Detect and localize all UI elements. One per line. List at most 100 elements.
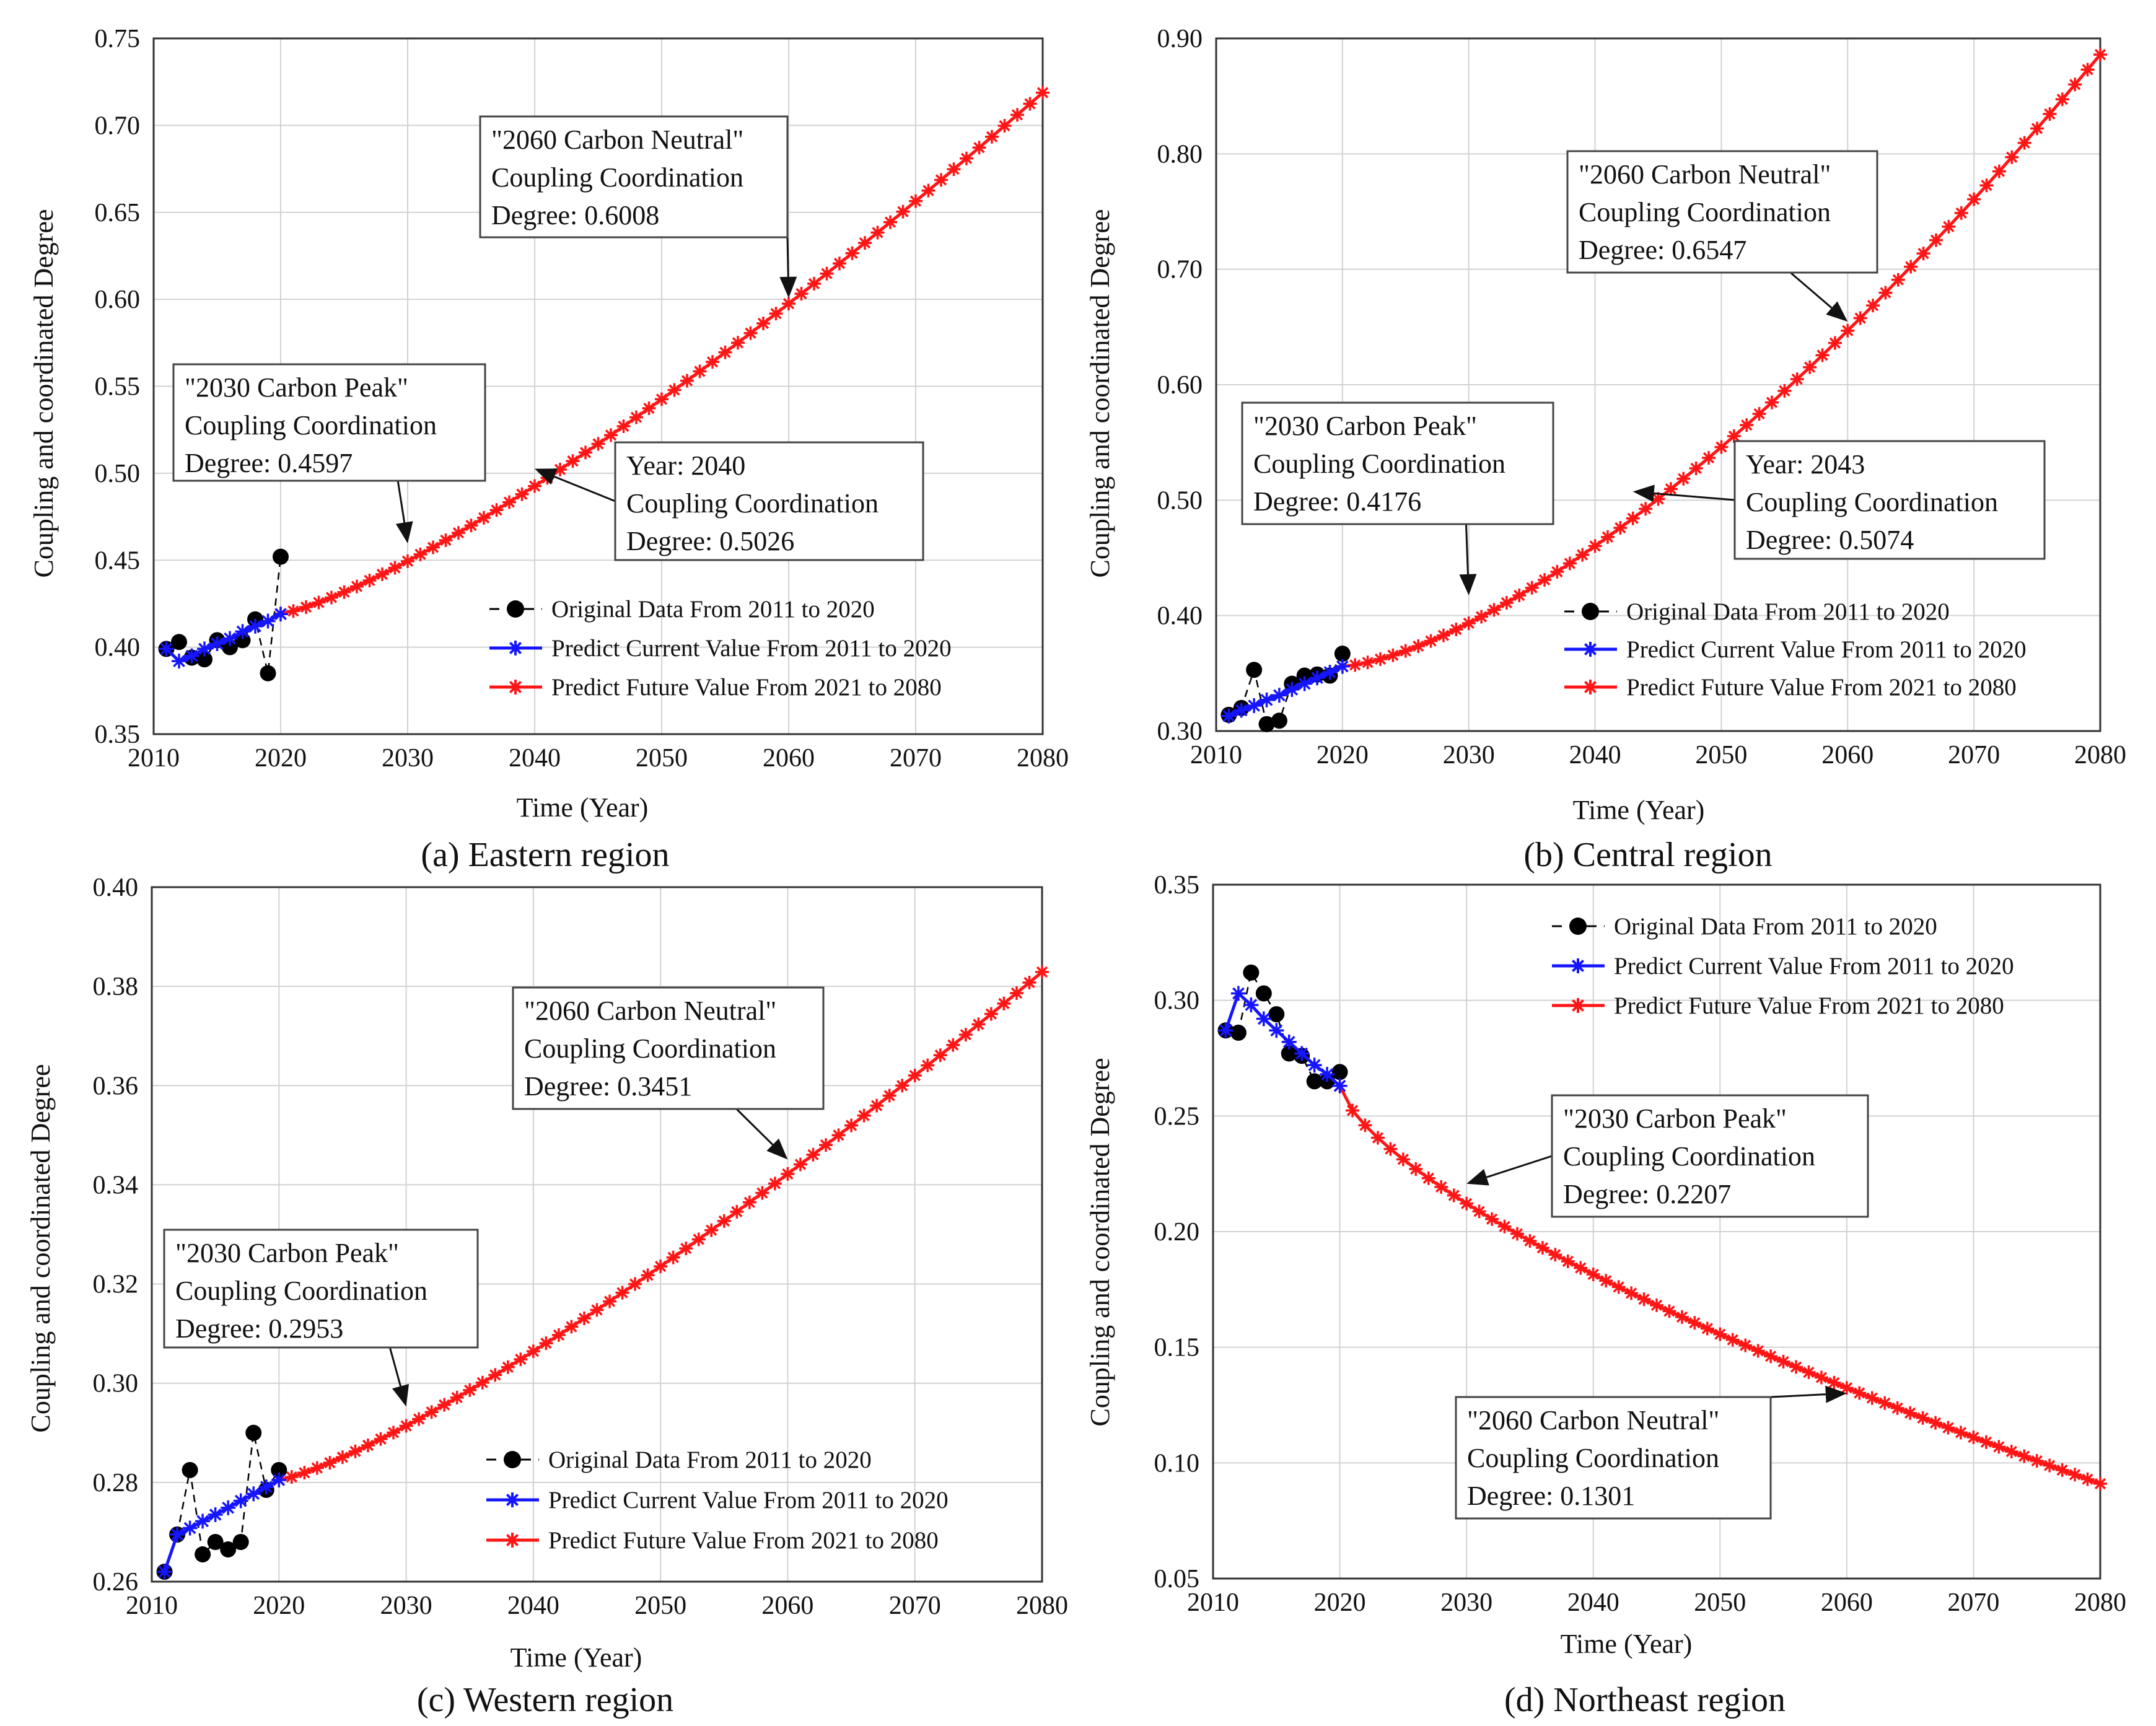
legend-marker xyxy=(505,1533,520,1548)
future-point xyxy=(2093,48,2107,62)
future-point xyxy=(997,119,1012,133)
annotation: "2060 Carbon Neutral" Coupling Coordinati… xyxy=(512,986,825,1160)
x-tick-label: 2070 xyxy=(889,1592,941,1620)
y-tick-label: 0.40 xyxy=(93,874,139,902)
future-point xyxy=(1510,1227,1524,1241)
original-point xyxy=(271,1461,287,1478)
annotation-box xyxy=(163,1229,479,1349)
annotation-text: Degree: 0.4597 xyxy=(185,448,353,478)
original-point xyxy=(1258,716,1275,732)
future-point xyxy=(1487,603,1501,617)
annotation-arrow xyxy=(1465,523,1469,574)
future-point xyxy=(807,276,821,291)
annotation-text: Coupling Coordination xyxy=(626,488,879,519)
current-point xyxy=(1307,1058,1322,1073)
future-point xyxy=(604,428,618,442)
legend: Original Data From 2011 to 2020 Predict C… xyxy=(1564,598,2027,701)
annotation-box xyxy=(512,986,825,1110)
future-point xyxy=(1023,97,1037,111)
annotation-text: Degree: 0.2207 xyxy=(1563,1179,1731,1209)
current-point xyxy=(271,1472,287,1487)
original-point xyxy=(1243,964,1260,981)
future-point xyxy=(679,1242,693,1256)
future-point xyxy=(1979,1435,1993,1449)
y-axis-label: Coupling and coordinated Degree xyxy=(25,1064,56,1432)
future-point xyxy=(1789,1360,1803,1374)
current-point xyxy=(1284,681,1300,697)
future-point xyxy=(755,1186,769,1200)
future-point xyxy=(768,1176,782,1191)
x-tick-label: 2060 xyxy=(1821,1588,1873,1617)
current-point xyxy=(159,641,174,657)
original-point xyxy=(1281,1045,1297,1062)
future-point xyxy=(1713,1327,1727,1341)
future-point xyxy=(1561,1254,1575,1268)
future-point xyxy=(284,1470,299,1484)
future-point xyxy=(1361,655,1375,670)
future-point xyxy=(439,533,453,547)
future-point xyxy=(1409,1162,1423,1176)
y-tick-label: 0.35 xyxy=(95,721,141,749)
y-tick-label: 0.26 xyxy=(93,1568,139,1597)
future-point xyxy=(1358,1118,1372,1132)
future-point xyxy=(1472,1204,1486,1219)
legend-label: Predict Current Value From 2011 to 2020 xyxy=(548,1487,949,1514)
future-point xyxy=(883,215,897,229)
y-tick-label: 0.50 xyxy=(95,460,141,488)
annotation: Year: 2043 Coupling Coordination Degree: 0… xyxy=(1632,440,2046,560)
current-point xyxy=(1243,997,1259,1013)
future-point xyxy=(1992,1440,2006,1454)
future-point xyxy=(1575,548,1590,562)
future-point xyxy=(1436,628,1450,642)
future-point xyxy=(350,579,364,594)
current-point xyxy=(246,1486,261,1502)
future-point xyxy=(820,266,834,281)
annotation-box xyxy=(479,115,789,239)
y-tick-label: 0.50 xyxy=(1157,486,1203,515)
y-tick-label: 0.25 xyxy=(1154,1102,1200,1131)
future-point xyxy=(870,226,885,240)
annotation-arrow xyxy=(1770,1393,1826,1398)
annotation-text: "2060 Carbon Neutral" xyxy=(1467,1405,1719,1435)
original-point xyxy=(1271,712,1287,729)
future-point xyxy=(437,1398,452,1412)
y-tick-label: 0.28 xyxy=(93,1469,139,1497)
future-point xyxy=(667,383,681,397)
future-point xyxy=(413,547,427,561)
plot-frame xyxy=(151,886,1043,1583)
current-point xyxy=(1269,1023,1284,1038)
x-tick-label: 2010 xyxy=(126,1592,178,1620)
series-current xyxy=(157,1472,287,1579)
future-point xyxy=(1562,556,1577,571)
future-point xyxy=(1424,634,1438,648)
panel-caption: (b) Central region xyxy=(1523,836,1772,874)
y-tick-label: 0.70 xyxy=(1157,256,1203,284)
original-point xyxy=(1268,1006,1285,1023)
future-point xyxy=(781,1167,795,1181)
future-point xyxy=(769,307,783,321)
future-point xyxy=(1022,975,1036,989)
future-point xyxy=(1613,520,1628,535)
legend-marker xyxy=(508,680,523,694)
future-point xyxy=(310,1461,324,1475)
future-point xyxy=(412,1412,426,1426)
x-tick-label: 2060 xyxy=(761,1592,813,1620)
y-tick-label: 0.80 xyxy=(1157,140,1203,169)
future-point xyxy=(1740,418,1754,432)
annotation-text: Coupling Coordination xyxy=(175,1276,427,1306)
future-point xyxy=(706,355,719,369)
x-tick-label: 2020 xyxy=(255,744,307,773)
future-point xyxy=(1802,1365,1816,1380)
future-point xyxy=(463,1383,477,1397)
future-point xyxy=(564,1320,579,1334)
annotation-box xyxy=(1551,1094,1869,1218)
annotation-arrowhead xyxy=(1459,574,1477,595)
legend-marker xyxy=(508,641,523,655)
annotation-arrow xyxy=(553,475,616,502)
future-point xyxy=(934,173,948,187)
future-point xyxy=(514,1352,528,1367)
legend-marker xyxy=(1569,918,1587,935)
future-point xyxy=(1637,1292,1651,1307)
future-point xyxy=(882,1089,896,1103)
future-point xyxy=(553,462,567,476)
